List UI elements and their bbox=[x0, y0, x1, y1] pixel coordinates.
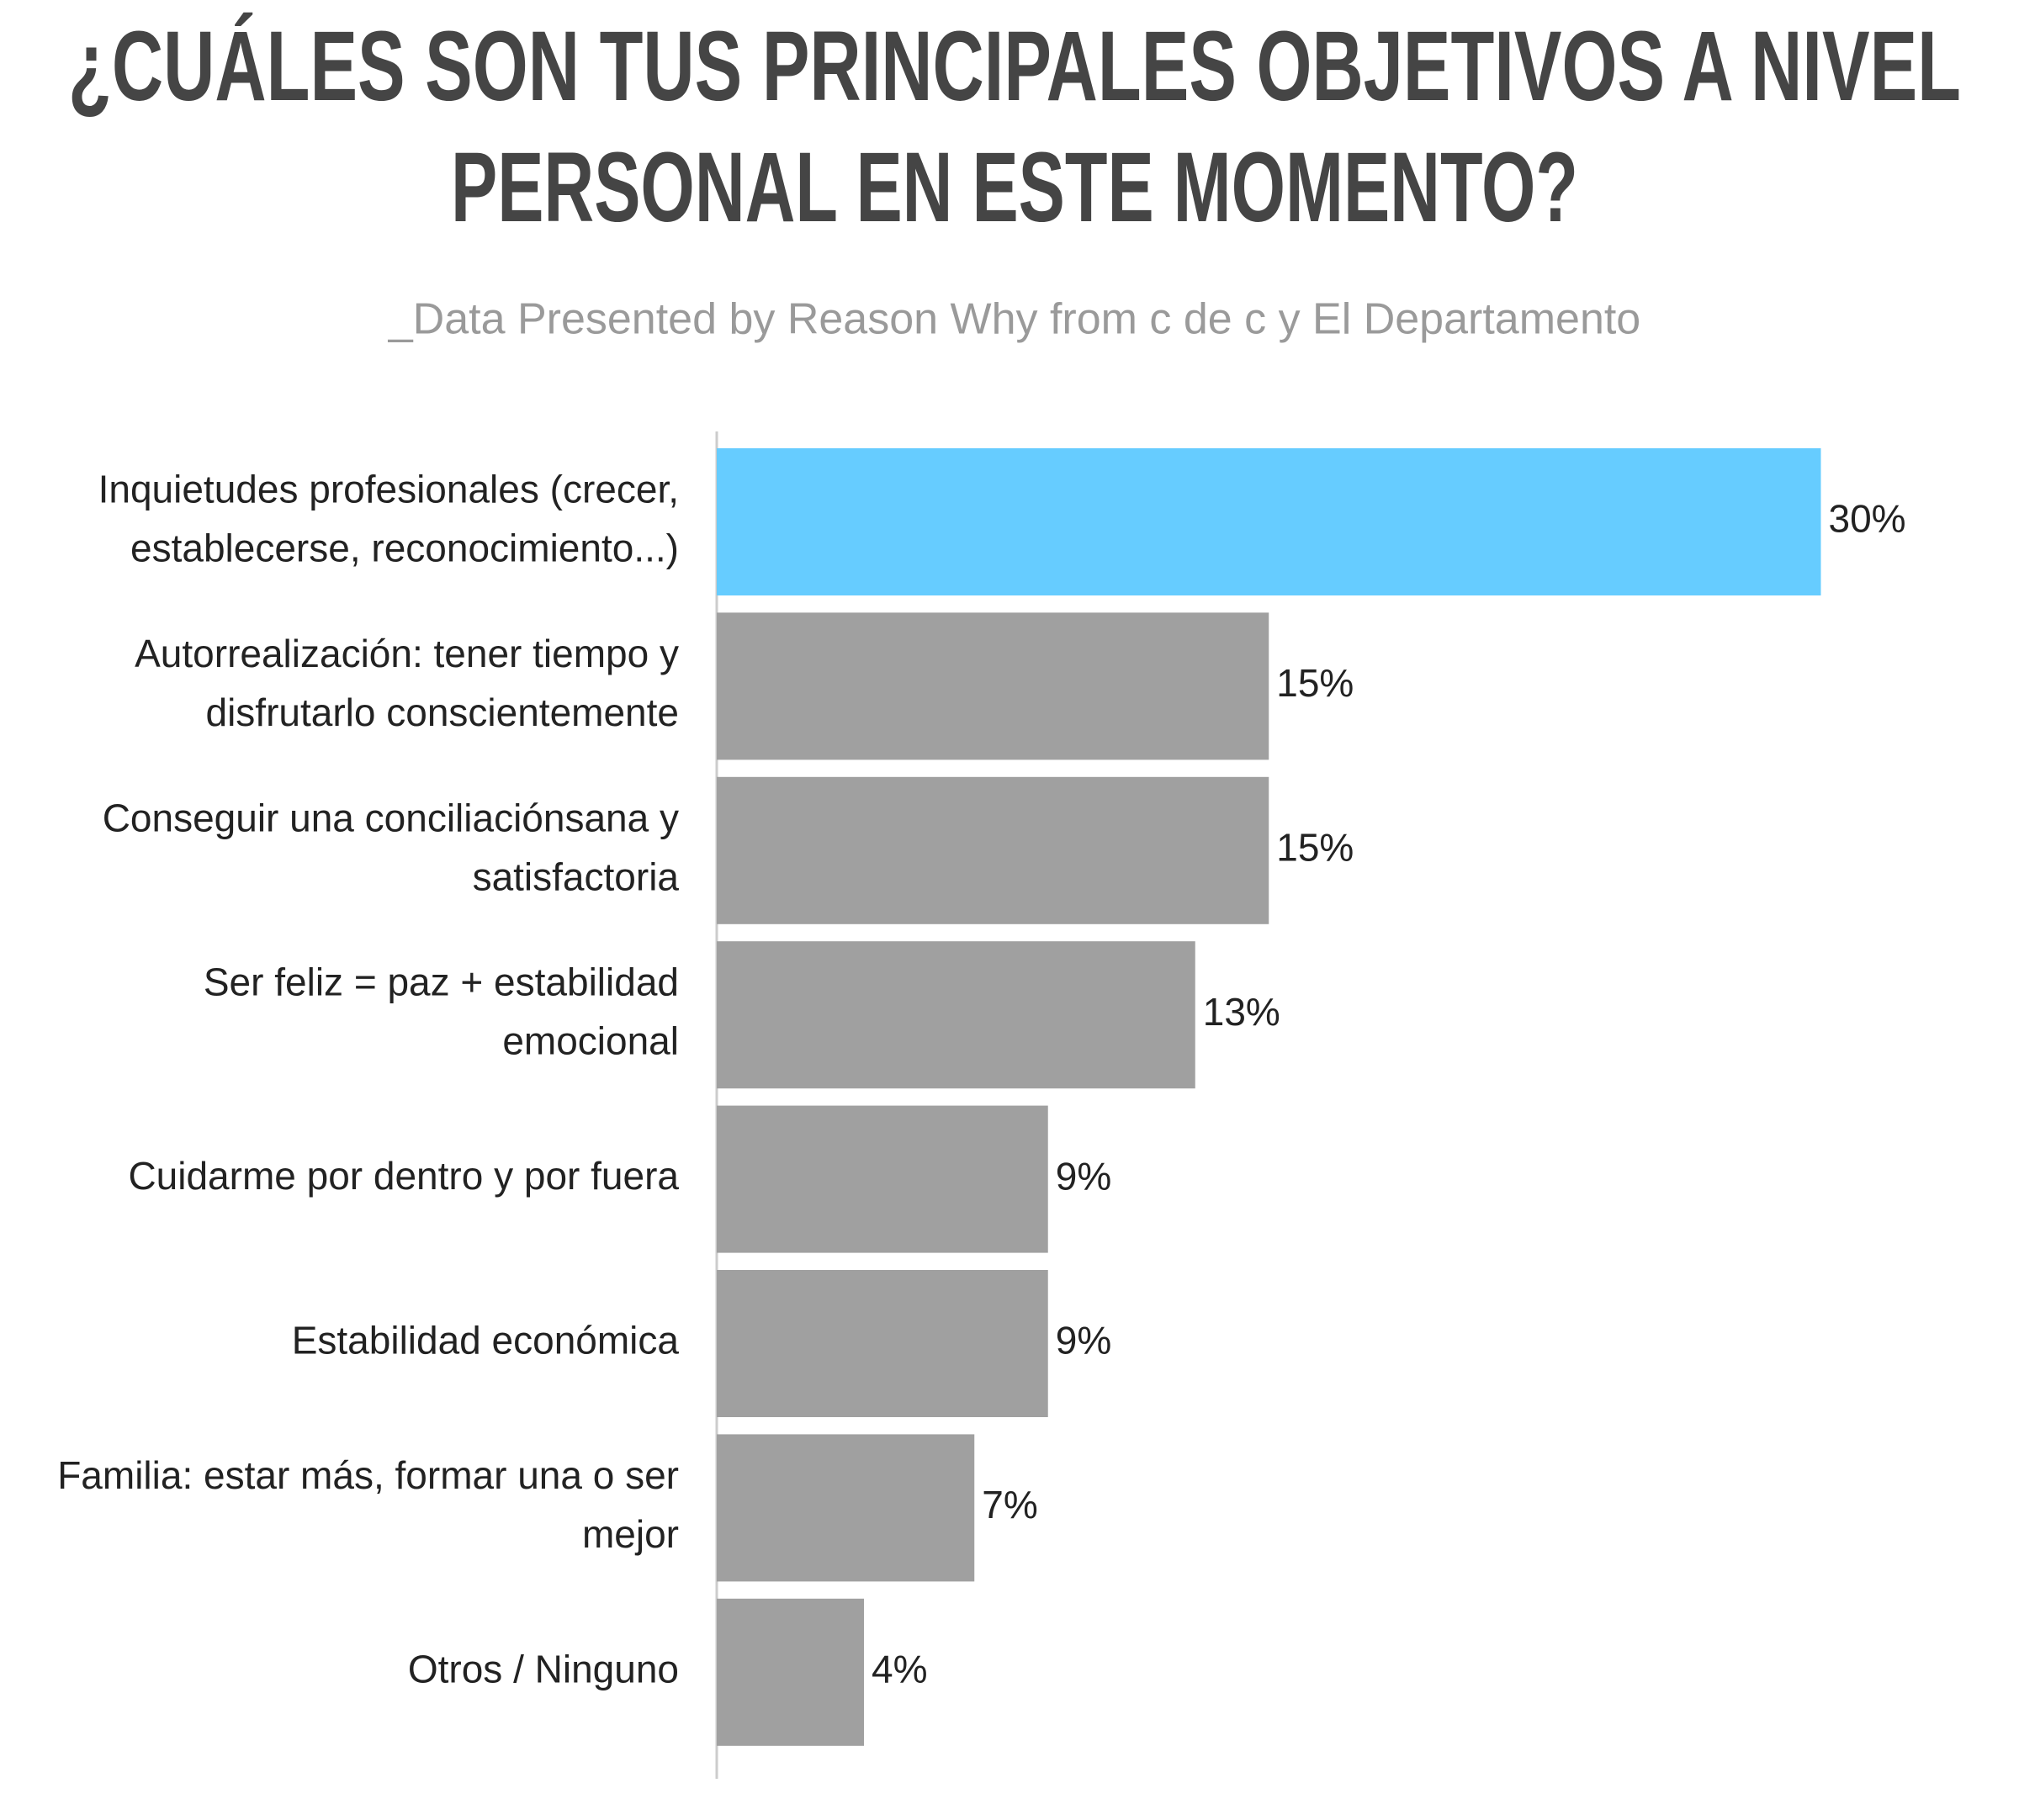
category-label: Conseguir una conciliaciónsana y satisfac… bbox=[103, 796, 680, 898]
chart-title: ¿CUÁLES SON TUS PRINCIPALES OBJETIVOS A … bbox=[68, 11, 1961, 122]
chart-title: PERSONAL EN ESTE MOMENTO? bbox=[451, 132, 1578, 243]
category-label: Autorrealización: tener tiempo y disfruta… bbox=[135, 632, 679, 734]
bar bbox=[717, 1105, 1048, 1253]
category-label: Familia: estar más, formar una o ser mejo… bbox=[57, 1453, 679, 1556]
category-label: Otros / Ninguno bbox=[408, 1647, 679, 1690]
bar bbox=[717, 941, 1195, 1089]
value-label: 13% bbox=[1203, 990, 1280, 1034]
value-label: 9% bbox=[1056, 1154, 1111, 1198]
value-label: 30% bbox=[1829, 497, 1906, 541]
value-label: 7% bbox=[982, 1483, 1037, 1526]
bar bbox=[717, 1270, 1048, 1417]
bar bbox=[717, 776, 1269, 924]
bar bbox=[717, 448, 1821, 595]
category-label: Estabilidad económica bbox=[292, 1319, 680, 1362]
bar bbox=[717, 612, 1269, 760]
category-label: Ser feliz = paz + estabilidad emocional bbox=[204, 960, 679, 1063]
chart-subtitle: _Data Presented by Reason Why from c de … bbox=[388, 295, 1640, 344]
bar bbox=[717, 1598, 864, 1746]
value-label: 15% bbox=[1276, 825, 1354, 869]
value-label: 4% bbox=[872, 1647, 927, 1690]
value-label: 9% bbox=[1056, 1319, 1111, 1362]
bar bbox=[717, 1434, 975, 1582]
category-label: Inquietudes profesionales (crecer, establ… bbox=[98, 468, 679, 570]
value-label: 15% bbox=[1276, 661, 1354, 705]
category-label: Cuidarme por dentro y por fuera bbox=[128, 1154, 679, 1198]
